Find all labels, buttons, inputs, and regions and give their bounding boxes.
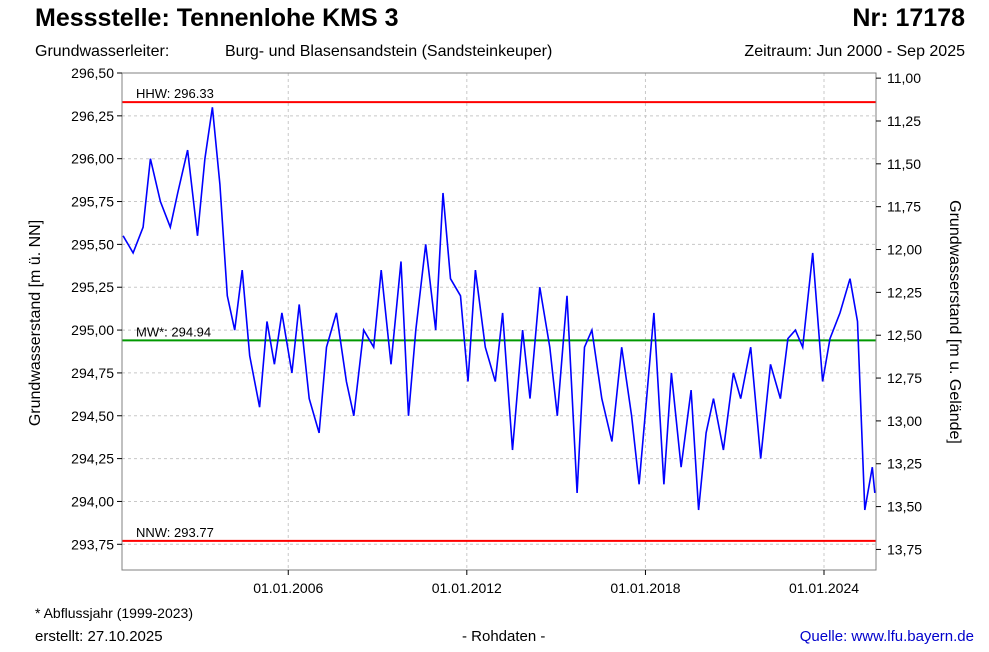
- tick-label-right: 11,75: [887, 199, 921, 215]
- chart-grid: [122, 72, 876, 570]
- series-line-groundwater-level: [122, 107, 876, 511]
- tick-label-right: 12,75: [887, 370, 922, 386]
- tick-label-x: 01.01.2018: [610, 580, 680, 596]
- reference-lines: HHW: 296.33 MW*: 294.94 NNW: 293.77: [122, 86, 876, 542]
- aquifer-value: Burg- und Blasensandstein (Sandsteinkeup…: [225, 43, 553, 60]
- reference-label-mw: MW*: 294.94: [136, 324, 211, 339]
- y-axis-label-right: Grundwasserstand [m u. Gelände]: [946, 200, 963, 444]
- tick-label-right: 11,00: [887, 70, 921, 86]
- tick-label-x: 01.01.2012: [432, 580, 502, 596]
- y-axis-label-left: Grundwasserstand [m ü. NN]: [27, 220, 44, 426]
- source-link[interactable]: Quelle: www.lfu.bayern.de: [799, 628, 974, 645]
- tick-label-right: 13,75: [887, 541, 922, 557]
- tick-label-left: 295,50: [71, 236, 114, 252]
- tick-label-left: 293,75: [71, 536, 114, 552]
- raw-data-note: - Rohdaten -: [462, 628, 546, 645]
- tick-label-left: 294,00: [71, 493, 114, 509]
- tick-label-right: 12,50: [887, 327, 922, 343]
- tick-label-x: 01.01.2006: [253, 580, 323, 596]
- tick-label-right: 12,00: [887, 242, 922, 258]
- tick-label-left: 295,00: [71, 322, 114, 338]
- footnote: * Abflussjahr (1999-2023): [35, 605, 193, 621]
- page-title: Messstelle: Tennenlohe KMS 3: [35, 4, 399, 32]
- reference-label-hhw: HHW: 296.33: [136, 86, 214, 101]
- created-date: erstellt: 27.10.2025: [35, 628, 163, 645]
- tick-label-left: 296,00: [71, 151, 114, 167]
- tick-label-right: 11,50: [887, 156, 921, 172]
- tick-label-right: 13,00: [887, 413, 922, 429]
- tick-label-right: 11,25: [887, 113, 921, 129]
- period-label: Zeitraum: Jun 2000 - Sep 2025: [744, 43, 965, 60]
- tick-label-left: 296,25: [71, 108, 114, 124]
- tick-label-left: 295,75: [71, 194, 114, 210]
- tick-label-left: 295,25: [71, 279, 114, 295]
- tick-label-right: 13,25: [887, 456, 922, 472]
- tick-label-right: 13,50: [887, 499, 922, 515]
- tick-label-left: 296,50: [71, 65, 114, 81]
- x-ticks: 01.01.2006 01.01.2012 01.01.2018 01.01.2024: [253, 570, 859, 596]
- reference-label-nnw: NNW: 293.77: [136, 525, 214, 540]
- y-ticks-right: 11,00 11,25 11,50 11,75 12,00 12,25 12,50 12,75…: [876, 70, 922, 557]
- y-ticks-left: 296,50 296,25 296,00 295,75 295,50 295,25 295,…: [71, 65, 122, 552]
- chart-frame: [121, 72, 877, 571]
- tick-label-left: 294,50: [71, 408, 114, 424]
- tick-label-left: 294,75: [71, 365, 114, 381]
- aquifer-label: Grundwasserleiter:: [35, 43, 170, 60]
- tick-label-right: 12,25: [887, 284, 922, 300]
- station-number: Nr: 17178: [852, 4, 965, 32]
- tick-label-x: 01.01.2024: [789, 580, 859, 596]
- tick-label-left: 294,25: [71, 451, 114, 467]
